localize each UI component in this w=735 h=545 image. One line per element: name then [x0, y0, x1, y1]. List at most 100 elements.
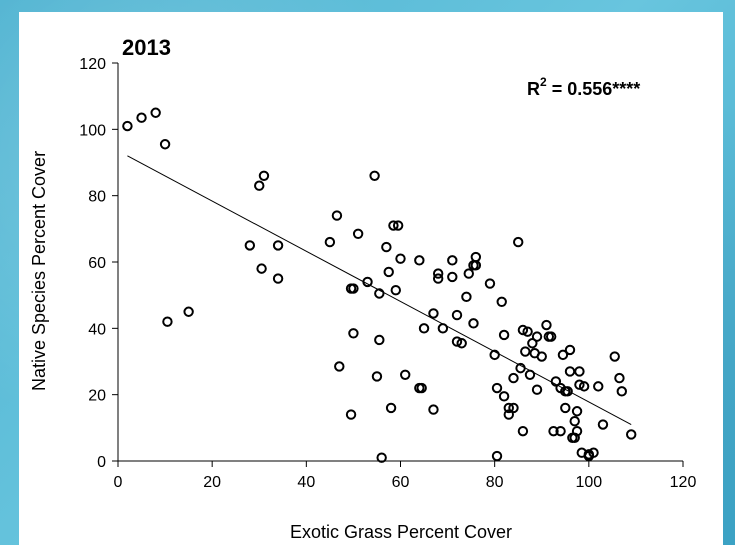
data-point: [571, 425, 583, 437]
data-point: [468, 318, 479, 329]
data-point: [531, 384, 543, 395]
data-point: [517, 324, 529, 336]
data-point: [564, 366, 576, 377]
data-point: [555, 425, 566, 437]
data-point: [451, 309, 463, 321]
data-point: [574, 366, 585, 377]
data-point: [597, 419, 609, 430]
y-tick-label: 100: [79, 122, 106, 139]
data-point: [414, 255, 425, 266]
data-point: [162, 316, 173, 327]
y-tick-label: 60: [88, 255, 106, 272]
data-point: [428, 404, 439, 415]
data-point: [522, 326, 533, 337]
data-point: [369, 170, 380, 181]
data-point: [254, 180, 265, 191]
data-point: [541, 319, 552, 331]
y-axis-title: Native Species Percent Cover: [29, 151, 49, 391]
data-point: [451, 336, 463, 347]
data-point: [524, 369, 536, 380]
data-point: [374, 334, 385, 346]
data-point: [531, 331, 543, 342]
data-point: [362, 276, 373, 288]
data-point: [503, 409, 514, 420]
r-squared-annotation: R2 = 0.556****: [527, 75, 640, 99]
data-point: [345, 409, 357, 420]
data-point: [609, 351, 620, 362]
data-point: [503, 402, 514, 414]
data-point: [390, 284, 401, 296]
chart-panel: 2013 R2 = 0.556**** Exotic Grass Percent…: [19, 12, 723, 545]
x-axis-title: Exotic Grass Percent Cover: [290, 522, 512, 542]
data-point: [569, 416, 580, 427]
data-point: [508, 372, 519, 384]
annotation-base: R: [527, 79, 540, 99]
x-tick-label: 20: [203, 474, 221, 491]
data-point: [456, 338, 467, 349]
data-point: [136, 112, 147, 123]
data-point: [520, 346, 531, 357]
x-tick-label: 120: [670, 474, 697, 491]
data-point: [593, 381, 604, 392]
data-point: [491, 450, 503, 462]
data-point: [395, 253, 406, 264]
data-point: [334, 361, 345, 372]
data-point: [560, 402, 571, 414]
data-point: [244, 240, 256, 251]
data-point: [626, 429, 637, 440]
data-point: [484, 278, 496, 289]
y-tick-label: 40: [88, 321, 106, 338]
data-point: [550, 376, 562, 387]
data-point: [418, 323, 430, 334]
data-point: [574, 379, 585, 390]
data-point: [348, 328, 359, 339]
y-tick-label: 0: [97, 454, 106, 471]
data-point: [571, 406, 583, 417]
data-point: [385, 402, 397, 414]
data-point: [324, 236, 336, 248]
data-point: [491, 382, 503, 394]
data-point: [498, 329, 510, 341]
data-point: [527, 338, 538, 349]
data-point: [569, 432, 580, 443]
data-point: [513, 236, 524, 248]
data-point: [383, 266, 394, 278]
data-point: [371, 371, 383, 382]
data-point: [557, 349, 569, 361]
data-point: [122, 120, 133, 132]
data-point: [376, 452, 387, 463]
data-point: [470, 251, 482, 263]
data-point: [508, 402, 519, 414]
data-point: [496, 296, 507, 307]
data-point: [517, 425, 529, 437]
data-point: [432, 273, 444, 284]
data-point: [272, 240, 284, 251]
data-point: [614, 372, 625, 384]
data-point: [536, 351, 547, 362]
data-point: [272, 273, 284, 284]
y-tick-label: 20: [88, 388, 106, 405]
data-point: [463, 268, 474, 279]
x-tick-label: 60: [392, 474, 410, 491]
data-point: [545, 331, 557, 342]
data-point: [374, 288, 385, 299]
data-point: [548, 425, 559, 437]
y-tick-label: 80: [88, 189, 106, 206]
data-point: [183, 306, 194, 317]
data-point: [159, 139, 171, 150]
data-point: [388, 220, 399, 231]
x-tick-label: 80: [486, 474, 504, 491]
data-point: [348, 283, 359, 294]
data-point: [428, 308, 439, 319]
data-point: [515, 362, 526, 374]
data-point: [381, 241, 392, 253]
data-point: [437, 323, 449, 334]
data-point: [256, 263, 267, 274]
data-point: [498, 391, 510, 402]
data-point: [447, 255, 458, 266]
data-point: [564, 344, 576, 356]
data-point: [470, 260, 482, 271]
data-point: [578, 381, 590, 392]
chart-title: 2013: [122, 35, 171, 60]
data-point: [447, 271, 458, 283]
